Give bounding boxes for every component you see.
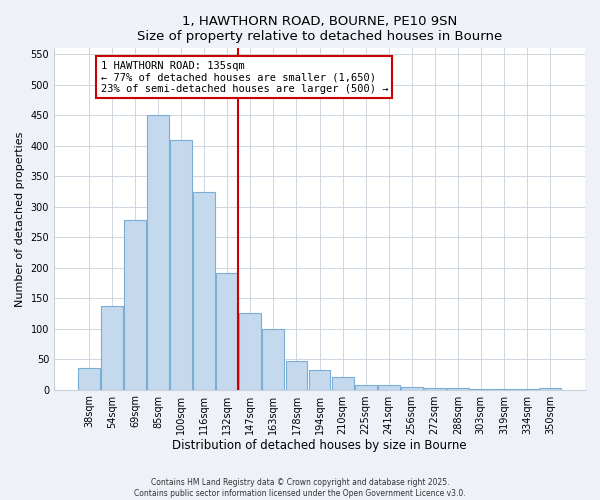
Bar [355,384,377,390]
Bar [539,388,561,390]
Bar [424,388,446,390]
Bar [124,220,146,390]
X-axis label: Distribution of detached houses by size in Bourne: Distribution of detached houses by size … [172,440,467,452]
Title: 1, HAWTHORN ROAD, BOURNE, PE10 9SN
Size of property relative to detached houses : 1, HAWTHORN ROAD, BOURNE, PE10 9SN Size … [137,15,502,43]
Bar [401,386,422,390]
Bar [377,386,400,390]
Bar [193,192,215,390]
Bar [147,116,169,390]
Bar [239,314,262,390]
Bar [447,388,469,390]
Bar [470,389,492,390]
Bar [516,389,538,390]
Bar [332,378,353,390]
Bar [217,272,238,390]
Y-axis label: Number of detached properties: Number of detached properties [15,132,25,306]
Bar [286,361,307,390]
Bar [308,370,331,390]
Bar [262,328,284,390]
Text: Contains HM Land Registry data © Crown copyright and database right 2025.
Contai: Contains HM Land Registry data © Crown c… [134,478,466,498]
Bar [78,368,100,390]
Bar [493,389,515,390]
Bar [101,306,123,390]
Bar [170,140,192,390]
Text: 1 HAWTHORN ROAD: 135sqm
← 77% of detached houses are smaller (1,650)
23% of semi: 1 HAWTHORN ROAD: 135sqm ← 77% of detache… [101,60,388,94]
